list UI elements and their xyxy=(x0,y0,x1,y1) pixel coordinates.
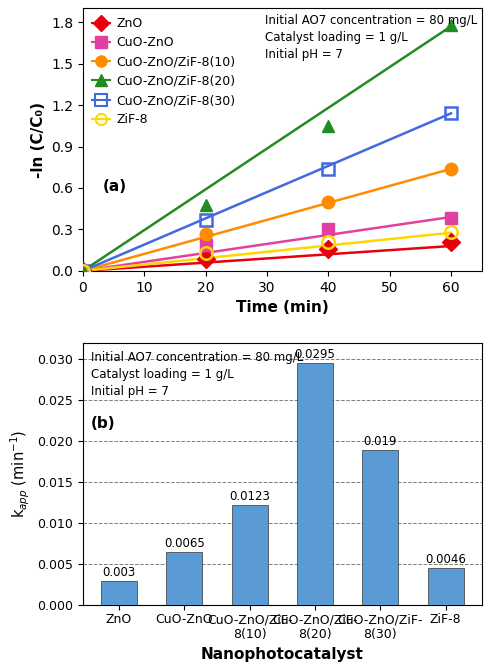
Bar xyxy=(362,450,398,606)
X-axis label: Time (min): Time (min) xyxy=(236,300,329,315)
Y-axis label: -ln (C/C₀): -ln (C/C₀) xyxy=(30,102,46,178)
Bar xyxy=(428,567,464,606)
Bar xyxy=(297,363,333,606)
Bar xyxy=(101,581,137,606)
Text: 0.003: 0.003 xyxy=(102,565,136,579)
Text: 0.0065: 0.0065 xyxy=(164,537,205,550)
X-axis label: Nanophotocatalyst: Nanophotocatalyst xyxy=(201,647,364,662)
Text: Initial AO7 concentration = 80 mg/L
Catalyst loading = 1 g/L
Initial pH = 7: Initial AO7 concentration = 80 mg/L Cata… xyxy=(91,351,303,398)
Text: (b): (b) xyxy=(91,417,116,431)
Text: 0.0046: 0.0046 xyxy=(425,553,466,565)
Text: (a): (a) xyxy=(103,179,127,194)
Text: 0.019: 0.019 xyxy=(364,435,397,448)
Y-axis label: k$_{app}$ (min$^{-1}$): k$_{app}$ (min$^{-1}$) xyxy=(8,430,32,519)
Text: Initial AO7 concentration = 80 mg/L
Catalyst loading = 1 g/L
Initial pH = 7: Initial AO7 concentration = 80 mg/L Cata… xyxy=(266,13,478,60)
Bar xyxy=(166,552,202,606)
Text: 0.0123: 0.0123 xyxy=(229,490,270,502)
Text: 0.0295: 0.0295 xyxy=(294,348,335,361)
Legend: ZnO, CuO-ZnO, CuO-ZnO/ZiF-8(10), CuO-ZnO/ZiF-8(20), CuO-ZnO/ZiF-8(30), ZiF-8: ZnO, CuO-ZnO, CuO-ZnO/ZiF-8(10), CuO-ZnO… xyxy=(89,15,238,129)
Bar xyxy=(232,505,268,606)
